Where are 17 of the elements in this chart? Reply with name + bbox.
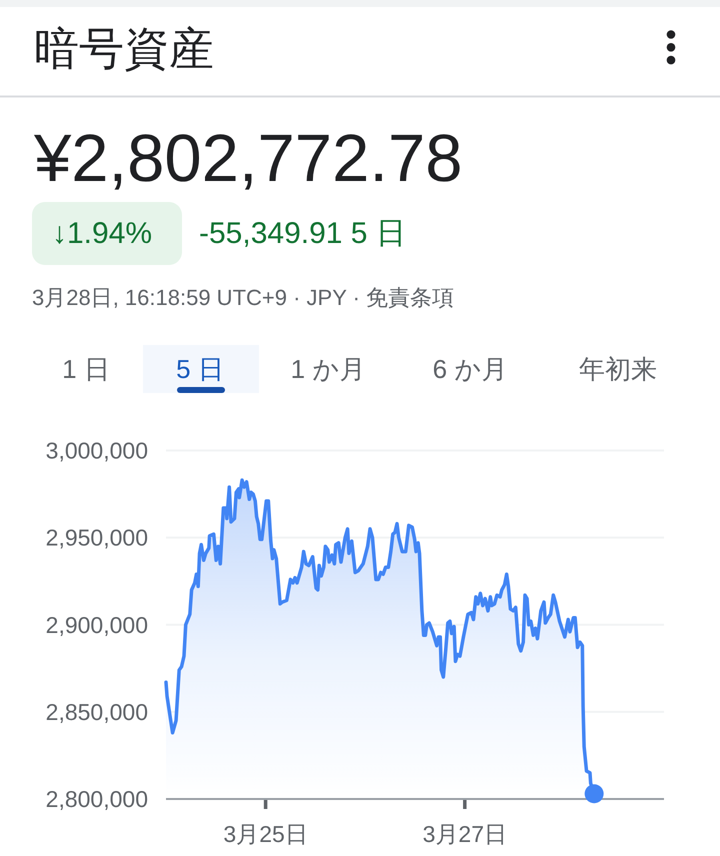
text: 1 か月 [290, 354, 366, 384]
text: -55,349.91 5 日 [199, 217, 406, 250]
chart-subtitle: ¥2,802,772.78 [33, 121, 462, 196]
text: 3月28日, 16:18:59 UTC+9 · JPY · 免責条項 [32, 285, 454, 310]
text: 1 日 [62, 354, 110, 384]
y-tick-label: 2,950,000 [46, 524, 148, 551]
x-tick-label: 3月27日 [422, 821, 507, 847]
text: 5 日 [176, 354, 224, 384]
x-tick-label: 3月25日 [223, 821, 308, 847]
y-tick-label: 3,000,000 [46, 438, 148, 464]
text: 6 か月 [432, 354, 508, 384]
text: 年初来 [579, 354, 657, 384]
chart-title: 暗号資産 [34, 23, 214, 74]
y-tick-label: 2,900,000 [46, 612, 148, 638]
y-tick-label: 2,800,000 [46, 786, 148, 812]
y-tick-label: 2,850,000 [46, 698, 148, 725]
text: ↓1.94% [52, 217, 152, 250]
